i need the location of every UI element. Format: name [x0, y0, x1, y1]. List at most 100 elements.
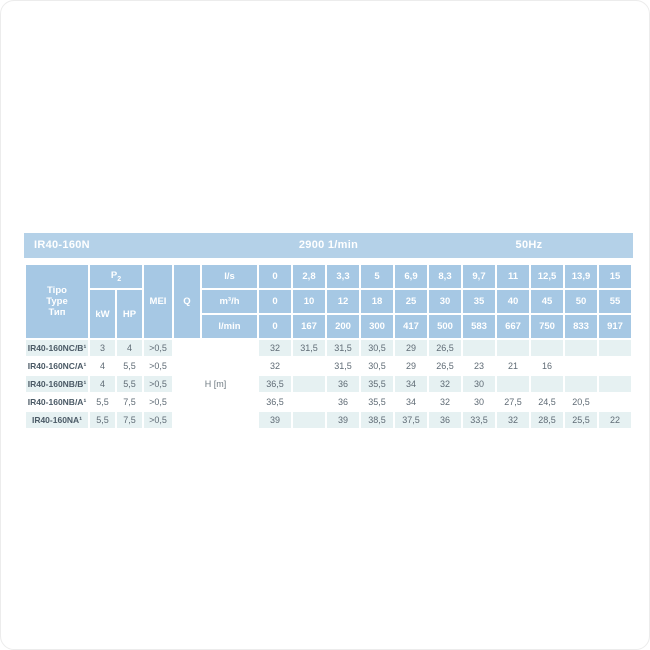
head-value-cell: [293, 412, 325, 428]
head-value-cell: [531, 340, 563, 356]
head-value-cell: 16: [531, 358, 563, 374]
head-value-cell: 38,5: [361, 412, 393, 428]
flow-value-cell: 917: [599, 315, 631, 338]
hp-cell: 7,5: [117, 412, 142, 428]
head-value-cell: [293, 376, 325, 392]
head-value-cell: 36: [429, 412, 461, 428]
head-value-cell: 28,5: [531, 412, 563, 428]
table-row: IR40-160NC/A¹ 4 5,5 >0,5 32 31,5 30,5 29 26,5 23 2…: [26, 358, 631, 374]
kw-cell: 3: [90, 340, 115, 356]
table-row: IR40-160NC/B¹ 3 4 >0,5 H [m] 32 31,5 31,5 30,5 29…: [26, 340, 631, 428]
flow-value-cell: 18: [361, 290, 393, 313]
speed-label: 2900 1/min: [298, 239, 359, 251]
head-value-cell: 36,5: [259, 376, 291, 392]
header-row-ls: Tipo Type Тип P2 MEI Q l/s 0 2,8 3,3 5 6,9 8,…: [26, 265, 631, 338]
hp-cell: 7,5: [117, 394, 142, 410]
kw-cell: 4: [90, 358, 115, 374]
head-value-cell: [599, 340, 631, 356]
model-cell: IR40-160NB/B¹: [26, 376, 88, 392]
flow-value-cell: 35: [463, 290, 495, 313]
head-value-cell: [565, 358, 597, 374]
type-column-header: Tipo Type Тип: [26, 265, 88, 338]
head-value-cell: 37,5: [395, 412, 427, 428]
flow-value-cell: 9,7: [463, 265, 495, 288]
mei-cell: >0,5: [144, 394, 172, 410]
head-value-cell: 31,5: [293, 340, 325, 356]
flow-value-cell: 10: [293, 290, 325, 313]
head-value-cell: [599, 358, 631, 374]
head-value-cell: [497, 340, 529, 356]
head-value-cell: 29: [395, 358, 427, 374]
head-value-cell: 25,5: [565, 412, 597, 428]
head-value-cell: 30: [463, 394, 495, 410]
head-value-cell: 26,5: [429, 340, 461, 356]
head-value-cell: 30,5: [361, 340, 393, 356]
model-cell: IR40-160NB/A¹: [26, 394, 88, 410]
flow-value-cell: 200: [327, 315, 359, 338]
flow-value-cell: 12: [327, 290, 359, 313]
head-value-cell: 34: [395, 376, 427, 392]
flow-value-cell: 2,8: [293, 265, 325, 288]
flow-value-cell: 500: [429, 315, 461, 338]
flow-value-cell: 13,9: [565, 265, 597, 288]
head-value-cell: 31,5: [327, 358, 359, 374]
head-value-cell: 32: [429, 376, 461, 392]
head-value-cell: [599, 376, 631, 392]
type-label-it: Tipo: [47, 285, 67, 296]
type-label-en: Type: [46, 296, 68, 307]
head-value-cell: 27,5: [497, 394, 529, 410]
head-value-cell: 32: [259, 340, 291, 356]
header-row-m3h: kW HP m³/h 0 10 12 18 25 30 35 40 45 50 55: [26, 290, 631, 338]
flow-value-cell: 3,3: [327, 265, 359, 288]
unit-m3h: m³/h: [202, 290, 257, 313]
q-header: Q: [174, 265, 200, 338]
mei-cell: >0,5: [144, 412, 172, 428]
hp-cell: 4: [117, 340, 142, 356]
head-value-cell: 31,5: [327, 340, 359, 356]
flow-value-cell: 0: [259, 290, 291, 313]
model-cell: IR40-160NC/A¹: [26, 358, 88, 374]
head-value-cell: [293, 394, 325, 410]
head-value-cell: 35,5: [361, 394, 393, 410]
series-name: IR40-160N: [34, 239, 90, 251]
head-value-cell: 36,5: [259, 394, 291, 410]
kw-header: kW: [90, 290, 115, 338]
flow-value-cell: 12,5: [531, 265, 563, 288]
head-value-cell: 29: [395, 340, 427, 356]
flow-value-cell: 55: [599, 290, 631, 313]
head-value-cell: 35,5: [361, 376, 393, 392]
flow-value-cell: 6,9: [395, 265, 427, 288]
table-body: IR40-160NC/B¹ 3 4 >0,5 H [m] 32 31,5 31,5 30,5 29…: [26, 340, 631, 428]
flow-value-cell: 667: [497, 315, 529, 338]
flow-value-cell: 750: [531, 315, 563, 338]
header-row-lmin: l/min 0 167 200 300 417 500 583 667 750 833 917: [26, 315, 631, 338]
flow-value-cell: 8,3: [429, 265, 461, 288]
flow-value-cell: 50: [565, 290, 597, 313]
head-value-cell: 23: [463, 358, 495, 374]
head-value-cell: 32: [429, 394, 461, 410]
model-cell: IR40-160NA¹: [26, 412, 88, 428]
p2-header: P2: [90, 265, 142, 288]
head-value-cell: [565, 376, 597, 392]
unit-lmin: l/min: [202, 315, 257, 338]
table-title-bar: IR40-160N 2900 1/min 50Hz: [24, 233, 633, 258]
head-value-cell: 39: [327, 412, 359, 428]
hp-header: HP: [117, 290, 142, 338]
unit-ls: l/s: [202, 265, 257, 288]
flow-value-cell: 583: [463, 315, 495, 338]
mei-cell: >0,5: [144, 376, 172, 392]
head-value-cell: 22: [599, 412, 631, 428]
performance-table: Tipo Type Тип P2 MEI Q l/s 0 2,8 3,3 5 6,9 8,…: [24, 263, 633, 430]
flow-value-cell: 30: [429, 290, 461, 313]
flow-value-cell: 0: [259, 265, 291, 288]
head-value-cell: 26,5: [429, 358, 461, 374]
head-value-cell: 32: [497, 412, 529, 428]
head-value-cell: 20,5: [565, 394, 597, 410]
flow-value-cell: 11: [497, 265, 529, 288]
kw-cell: 5,5: [90, 394, 115, 410]
type-label-ru: Тип: [48, 307, 66, 318]
flow-value-cell: 40: [497, 290, 529, 313]
hp-cell: 5,5: [117, 376, 142, 392]
flow-value-cell: 833: [565, 315, 597, 338]
